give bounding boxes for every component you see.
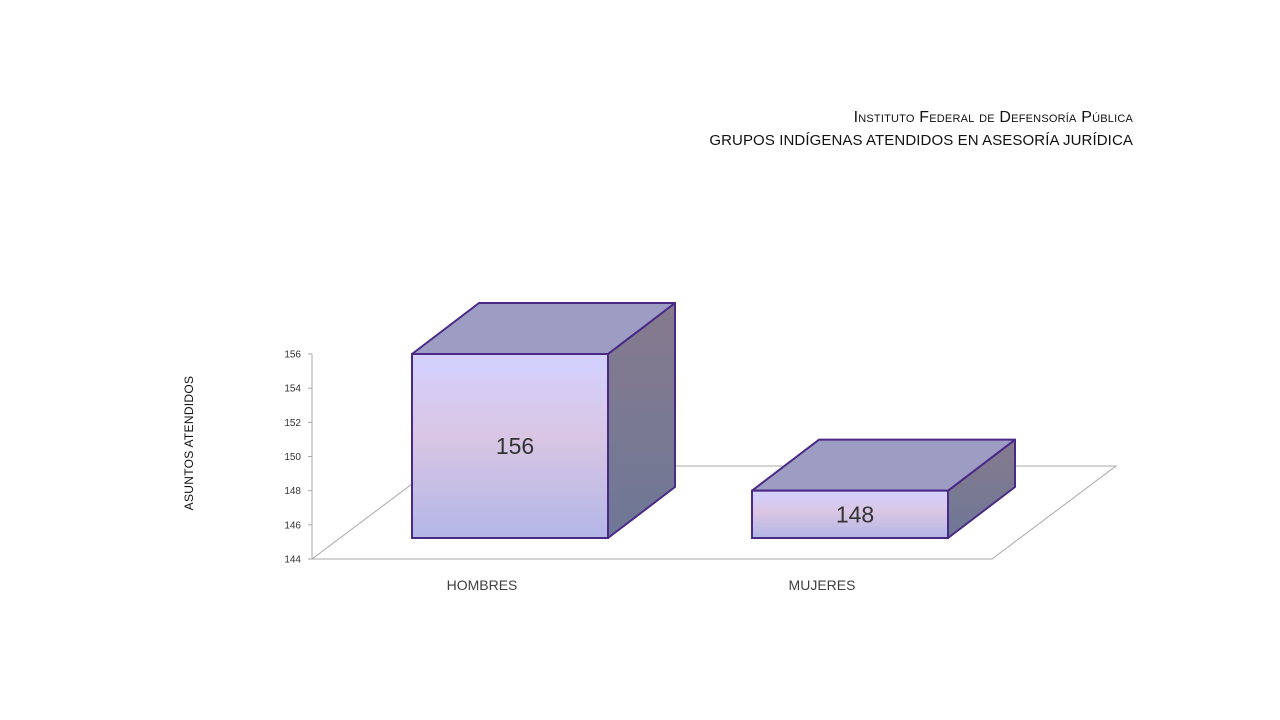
axes [308, 353, 1118, 560]
y-tick-label: 154 [284, 384, 301, 395]
y-tick-label: 156 [284, 350, 301, 361]
y-tick-label: 152 [284, 418, 301, 429]
y-tick-label: 150 [284, 452, 301, 463]
bar-mujeres [751, 438, 1016, 539]
chart-subtitle: GRUPOS INDÍGENAS ATENDIDOS EN ASESORÍA J… [709, 132, 1133, 149]
bar-hombres [411, 302, 676, 539]
bar-front-face [751, 489, 949, 539]
x-category-label: MUJERES [789, 577, 856, 593]
floor-plane [310, 465, 1118, 560]
x-category-label: HOMBRES [447, 577, 518, 593]
y-tick-label: 148 [284, 486, 301, 497]
labels: 144 146 148 150 152 154 156 156 HOMBRES 148 MUJERE… [284, 350, 874, 594]
bar-front-face [411, 353, 609, 539]
y-tick-label: 144 [284, 555, 301, 566]
data-label: 156 [496, 433, 534, 459]
chart-title: Instituto Federal de Defensoría Pública [853, 109, 1133, 126]
bars [411, 302, 1016, 539]
data-label: 148 [836, 501, 874, 527]
y-tick-label: 146 [284, 520, 301, 531]
chart-title-block: Instituto Federal de Defensoría Pública … [709, 106, 1133, 152]
